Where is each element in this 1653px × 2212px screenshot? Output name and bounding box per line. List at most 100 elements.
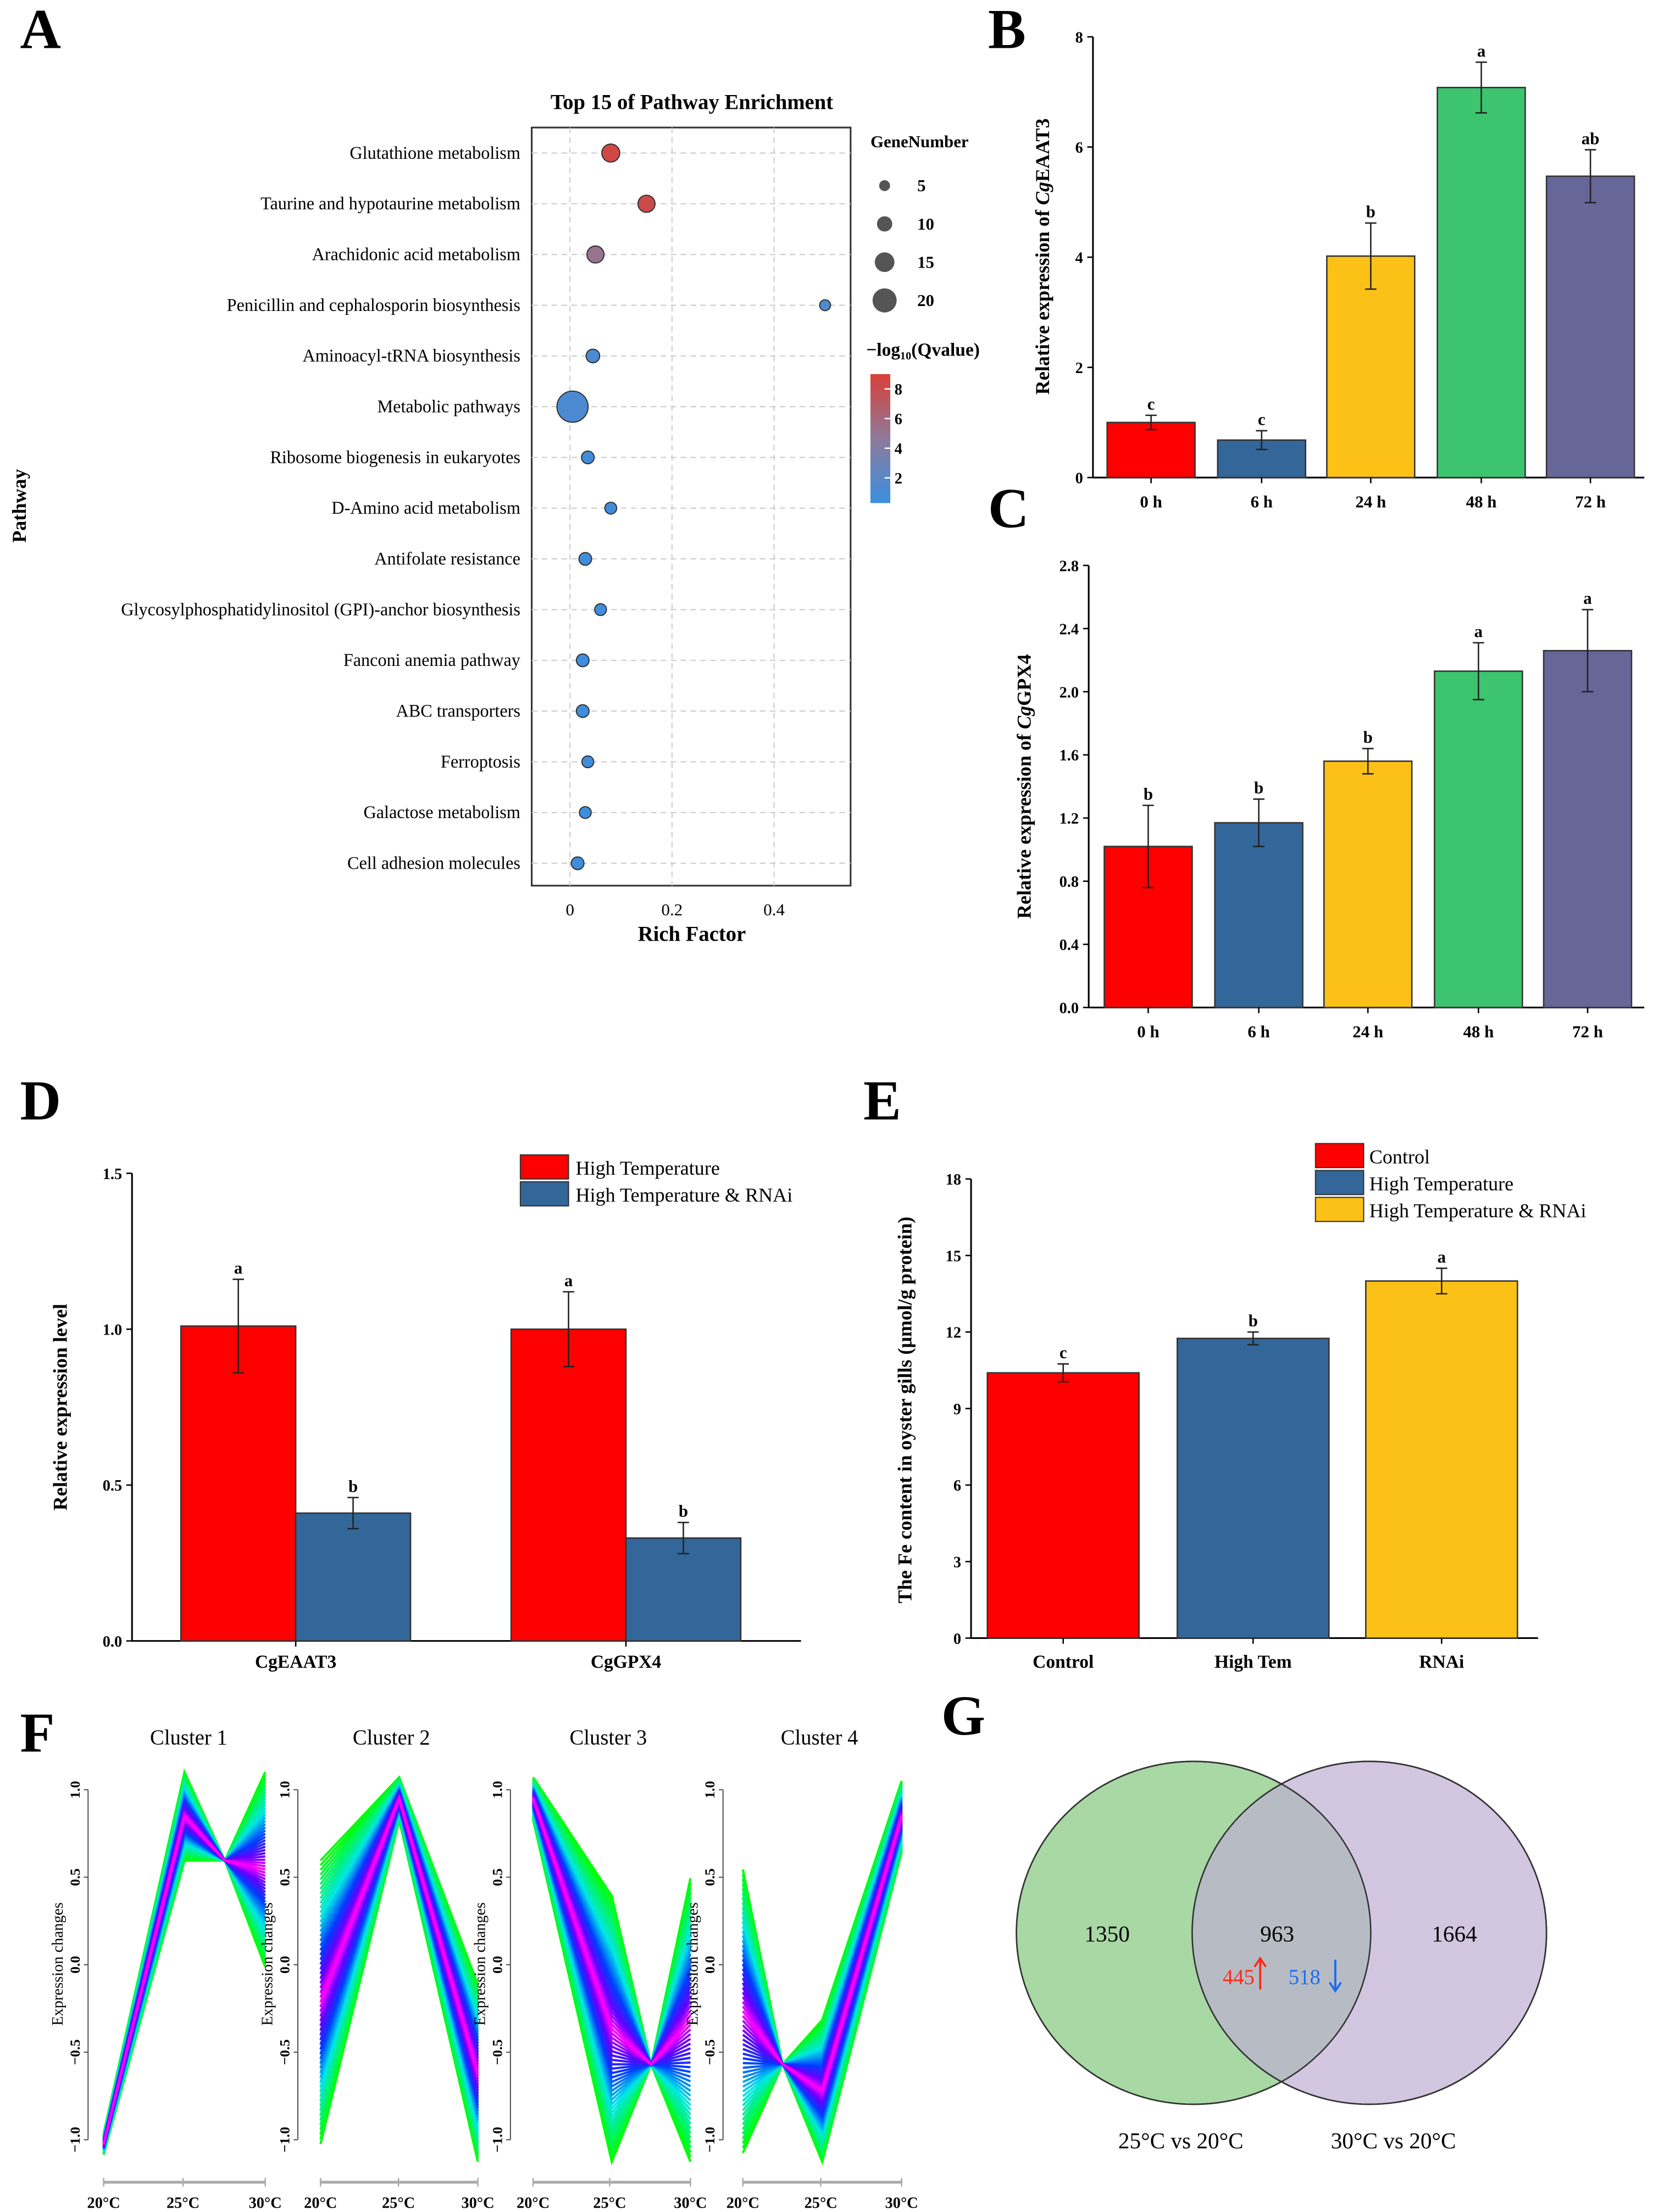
expression-profile-line: [102, 1838, 267, 2150]
y-tick-label: 0: [1075, 470, 1083, 487]
enrichment-point: [581, 450, 595, 465]
venn-count-25C-only: 1350: [1084, 1921, 1130, 1946]
y-tick-label: 1.6: [1060, 747, 1079, 764]
pathway-label: Cell adhesion molecules: [347, 853, 520, 873]
ylabel-italic: Cg: [1013, 706, 1035, 729]
significance-letter: c: [1258, 410, 1266, 429]
cluster-lines: [741, 1780, 903, 2166]
y-tick-label: −0.5: [702, 2039, 718, 2065]
enrichment-point: [575, 704, 590, 718]
y-tick-label: 2.4: [1060, 621, 1079, 638]
chart-title: Top 15 of Pathway Enrichment: [551, 91, 833, 114]
x-tick-label: 30°C: [249, 2194, 282, 2211]
pathway-label: Metabolic pathways: [378, 397, 520, 416]
bar: [1365, 1280, 1518, 1639]
size-legend-label: 20: [917, 291, 934, 310]
y-axis-label: Expression changes: [684, 1902, 701, 2025]
y-tick-label: 8: [1075, 29, 1083, 46]
expression-profile-line: [102, 1829, 267, 2148]
expression-profile-line: [102, 1826, 267, 2147]
bar: [1323, 760, 1413, 1009]
x-tick-label: 0.4: [763, 900, 785, 919]
enrichment-point: [581, 755, 595, 769]
expression-profile-line: [102, 1836, 267, 2150]
y-axis-label: Pathway: [8, 469, 30, 543]
significance-letter: b: [1254, 778, 1263, 797]
x-tick-label: RNAi: [1419, 1652, 1464, 1672]
x-tick-label: 25°C: [593, 2194, 626, 2211]
expression-profile-line: [102, 1830, 267, 2148]
arrow-down-icon: [1328, 1959, 1342, 1993]
significance-letter: ab: [1582, 129, 1600, 148]
x-tick-label: 72 h: [1575, 492, 1606, 511]
bar: [295, 1512, 412, 1642]
y-tick-label: 0.0: [1060, 1000, 1079, 1017]
enrichment-point: [637, 194, 656, 213]
bar: [1106, 421, 1196, 479]
x-tick-label: 20°C: [726, 2194, 759, 2211]
size-legend-label: 10: [917, 214, 934, 234]
x-tick-label: 48 h: [1463, 1022, 1494, 1041]
bar: [625, 1537, 742, 1642]
enrichment-point: [570, 856, 585, 870]
pathway-label: Arachidonic acid metabolism: [312, 244, 520, 264]
x-tick-label: 20°C: [87, 2194, 120, 2211]
y-tick-label: 1.2: [1060, 810, 1079, 827]
pathway-label: Fanconi anemia pathway: [343, 650, 520, 670]
enrichment-point: [585, 348, 601, 364]
x-tick-label: 25°C: [382, 2194, 415, 2211]
bar: [1436, 87, 1526, 479]
y-axis-label: Expression changes: [259, 1902, 276, 2025]
pathway-label: Galactose metabolism: [363, 802, 520, 822]
bar: [986, 1372, 1140, 1639]
y-tick-label: −0.5: [67, 2039, 83, 2065]
bar: [1545, 175, 1635, 479]
y-tick-label: 9: [953, 1401, 961, 1418]
y-axis-label: Relative expression of CgEAAT3: [1031, 118, 1053, 394]
significance-letter: a: [1583, 588, 1591, 608]
y-tick-label: 6: [953, 1477, 961, 1494]
y-tick-label: 1.0: [67, 1781, 83, 1798]
x-tick-label: CgGPX4: [591, 1652, 662, 1672]
y-tick-label: −1.0: [489, 2127, 505, 2153]
legend-label: High Temperature & RNAi: [575, 1184, 792, 1206]
significance-letter: a: [234, 1258, 242, 1277]
bar: [1177, 1337, 1330, 1639]
colorbar: [870, 374, 891, 503]
y-tick-label: 0.5: [702, 1869, 718, 1886]
y-axis-label: Expression changes: [472, 1902, 489, 2025]
expression-profile-line: [742, 1816, 903, 2093]
enrichment-point: [594, 603, 607, 616]
panel-letter-D: D: [20, 1070, 61, 1132]
cluster-title: Cluster 4: [781, 1726, 858, 1749]
y-tick-label: 3: [953, 1554, 961, 1571]
y-tick-label: −0.5: [489, 2039, 505, 2065]
y-tick-label: 0.5: [67, 1869, 83, 1886]
bar: [1326, 255, 1416, 479]
venn-outline: [1191, 1760, 1547, 2105]
venn-count-30C-only: 1664: [1432, 1921, 1477, 1946]
y-axis-label: Relative expression of CgGPX4: [1013, 654, 1035, 919]
y-tick-label: 0.0: [702, 1956, 718, 1974]
y-tick-label: 1.0: [277, 1781, 293, 1798]
size-legend-circle: [877, 216, 892, 232]
x-tick-label: 25°C: [167, 2194, 199, 2211]
colorbar-label: 4: [895, 441, 902, 458]
bar: [1543, 649, 1633, 1009]
x-tick-label: 30°C: [885, 2194, 918, 2211]
pathway-label: D-Amino acid metabolism: [331, 498, 520, 518]
x-tick-label: 30°C: [461, 2194, 494, 2211]
colorbar-label: 6: [895, 411, 902, 428]
expression-profile-line: [102, 1850, 267, 2153]
ylabel-part: Relative expression of: [1013, 729, 1035, 919]
y-tick-label: 4: [1075, 249, 1083, 266]
enrichment-point: [556, 390, 589, 423]
ylabel-part: Relative expression of: [1031, 205, 1053, 394]
legend-swatch: [1314, 1170, 1364, 1196]
ylabel-italic: Cg: [1031, 182, 1053, 205]
y-tick-label: −1.0: [702, 2127, 718, 2153]
ylabel-part: GPX4: [1013, 654, 1035, 706]
expression-profile-line: [102, 1852, 267, 2153]
x-tick-label: 0 h: [1140, 492, 1162, 511]
pathway-label: Taurine and hypotaurine metabolism: [260, 193, 520, 213]
